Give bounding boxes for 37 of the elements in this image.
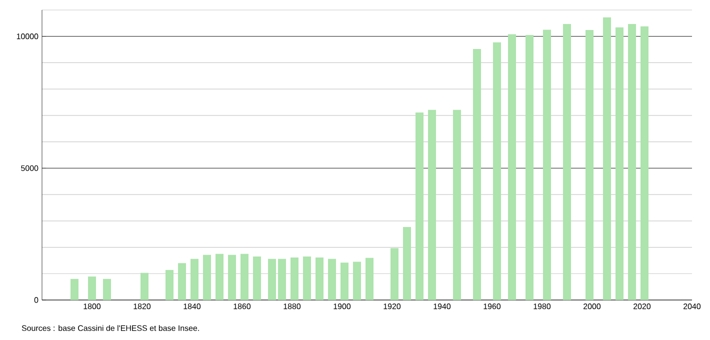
- bar: [586, 30, 594, 300]
- bar: [640, 26, 649, 300]
- bar: [178, 263, 186, 300]
- bar: [493, 42, 502, 300]
- bar: [340, 262, 349, 300]
- bar: [628, 24, 636, 300]
- bar: [403, 226, 412, 300]
- bar: [390, 248, 399, 300]
- bar: [473, 49, 482, 300]
- bar: [303, 256, 312, 300]
- bar: [428, 110, 436, 300]
- bar: [203, 254, 211, 300]
- bar: [526, 35, 534, 300]
- bar: [70, 278, 78, 300]
- bar: [240, 254, 249, 300]
- bar: [268, 258, 276, 300]
- bar: [616, 27, 624, 300]
- bar: [166, 270, 174, 300]
- bar: [453, 110, 462, 300]
- bar: [190, 258, 198, 300]
- bar: [103, 278, 111, 300]
- bar: [140, 272, 148, 300]
- bar: [316, 258, 324, 300]
- bar: [253, 256, 262, 300]
- bar: [328, 258, 336, 300]
- bar: [278, 258, 286, 300]
- bar: [366, 258, 374, 300]
- bar: [216, 254, 224, 300]
- bar: [508, 34, 516, 300]
- bar: [416, 112, 424, 300]
- bar: [290, 258, 299, 300]
- bar: [353, 262, 362, 300]
- bar: [543, 30, 552, 300]
- bar: [88, 276, 96, 300]
- bar: [228, 254, 236, 300]
- bar: [563, 24, 572, 300]
- bar: [603, 17, 612, 300]
